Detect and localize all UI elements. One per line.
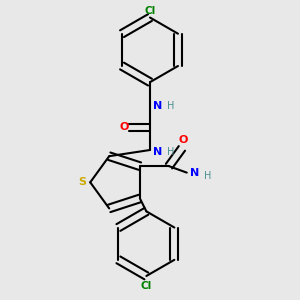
Text: S: S: [78, 177, 86, 187]
Text: O: O: [179, 135, 188, 145]
Text: Cl: Cl: [144, 6, 156, 16]
Text: H: H: [204, 171, 212, 181]
Text: N: N: [154, 101, 163, 111]
Text: Cl: Cl: [141, 281, 152, 291]
Text: N: N: [154, 147, 163, 157]
Text: H: H: [167, 147, 175, 157]
Text: O: O: [119, 122, 129, 132]
Text: H: H: [167, 101, 175, 111]
Text: N: N: [190, 168, 200, 178]
